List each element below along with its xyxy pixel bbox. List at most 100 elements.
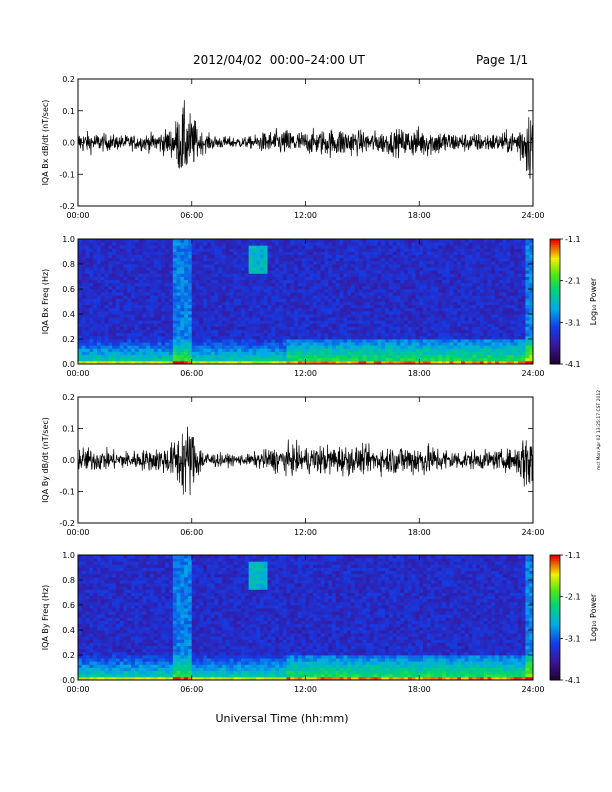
heatmap-cell xyxy=(479,292,485,296)
heatmap-cell xyxy=(115,342,121,346)
heatmap-cell xyxy=(479,251,485,256)
heatmap-cell xyxy=(449,310,454,315)
heatmap-cell xyxy=(506,254,511,259)
heatmap-cell xyxy=(472,301,477,306)
heatmap-cell xyxy=(248,292,253,296)
heatmap-cell xyxy=(468,264,473,268)
heatmap-cell xyxy=(332,251,337,256)
heatmap-cell xyxy=(138,317,143,321)
heatmap-cell xyxy=(525,248,530,252)
heatmap-cell xyxy=(146,354,151,359)
heatmap-cell xyxy=(263,332,268,337)
heatmap-cell xyxy=(248,260,253,265)
heatmap-cell xyxy=(521,354,526,359)
heatmap-cell xyxy=(460,351,466,356)
heatmap-cell xyxy=(506,307,511,312)
heatmap-cell xyxy=(165,332,170,337)
heatmap-cell xyxy=(472,345,477,349)
heatmap-cell xyxy=(89,320,94,324)
heatmap-cell xyxy=(491,257,496,262)
heatmap-cell xyxy=(161,323,166,327)
heatmap-cell xyxy=(252,251,257,256)
heatmap-cell xyxy=(483,329,488,334)
heatmap-cell xyxy=(407,292,413,296)
heatmap-cell xyxy=(263,276,268,281)
heatmap-cell xyxy=(199,301,204,306)
heatmap-cell xyxy=(400,267,405,271)
heatmap-cell xyxy=(206,248,212,252)
heatmap-cell xyxy=(244,329,250,334)
heatmap-cell xyxy=(445,329,450,334)
heatmap-cell xyxy=(529,332,534,337)
heatmap-cell xyxy=(180,292,185,296)
heatmap-cell xyxy=(214,279,219,284)
heatmap-cell xyxy=(472,317,477,321)
heatmap-cell xyxy=(96,304,102,309)
heatmap-cell xyxy=(502,310,507,315)
heatmap-cell xyxy=(521,360,526,365)
heatmap-cell xyxy=(248,317,253,321)
heatmap-cell xyxy=(460,357,466,362)
heatmap-cell xyxy=(517,301,523,306)
heatmap-cell xyxy=(206,276,212,281)
heatmap-cell xyxy=(123,239,128,243)
heatmap-cell xyxy=(161,342,166,346)
heatmap-cell xyxy=(373,260,378,265)
heatmap-cell xyxy=(294,314,299,318)
heatmap-cell xyxy=(252,245,257,249)
heatmap-cell xyxy=(176,317,181,321)
heatmap-cell xyxy=(343,354,348,359)
heatmap-cell xyxy=(517,292,523,296)
heatmap-cell xyxy=(184,317,189,321)
heatmap-cell xyxy=(150,257,155,262)
heatmap-cell xyxy=(184,335,189,340)
heatmap-cell xyxy=(354,285,359,290)
heatmap-cell xyxy=(510,345,515,349)
heatmap-cell xyxy=(457,357,462,362)
heatmap-cell xyxy=(464,351,469,356)
heatmap-cell xyxy=(100,282,105,287)
heatmap-cell xyxy=(203,260,208,265)
heatmap-cell xyxy=(483,339,488,343)
heatmap-cell xyxy=(506,295,511,299)
heatmap-cell xyxy=(165,342,170,346)
heatmap-cell xyxy=(256,320,261,324)
heatmap-cell xyxy=(297,304,303,309)
heatmap-cell xyxy=(210,345,215,349)
x-tick-label: 12:00 xyxy=(294,369,317,378)
heatmap-cell xyxy=(78,242,83,246)
heatmap-cell xyxy=(479,323,485,327)
heatmap-cell xyxy=(104,357,109,362)
heatmap-cell xyxy=(445,314,450,318)
heatmap-cell xyxy=(453,273,458,277)
heatmap-cell xyxy=(100,279,105,284)
heatmap-cell xyxy=(297,332,303,337)
heatmap-cell xyxy=(457,360,462,365)
heatmap-cell xyxy=(320,276,325,281)
heatmap-cell xyxy=(388,357,394,362)
heatmap-cell xyxy=(96,357,102,362)
heatmap-cell xyxy=(146,285,151,290)
heatmap-cell xyxy=(93,317,98,321)
heatmap-cell xyxy=(487,260,492,265)
heatmap-cell xyxy=(233,245,238,249)
heatmap-cell xyxy=(206,239,212,243)
heatmap-cell xyxy=(278,342,284,346)
heatmap-cell xyxy=(256,242,261,246)
heatmap-cell xyxy=(233,239,238,243)
heatmap-cell xyxy=(324,323,329,327)
heatmap-cell xyxy=(347,335,352,340)
heatmap-cell xyxy=(142,282,147,287)
heatmap-cell xyxy=(112,298,117,302)
colorbar-swatch xyxy=(550,328,560,332)
heatmap-cell xyxy=(400,273,405,277)
heatmap-cell xyxy=(104,360,109,365)
heatmap-cell xyxy=(222,332,227,337)
heatmap-cell xyxy=(305,360,310,365)
heatmap-cell xyxy=(244,323,250,327)
heatmap-cell xyxy=(161,242,166,246)
heatmap-cell xyxy=(487,248,492,252)
heatmap-cell xyxy=(502,345,507,349)
heatmap-cell xyxy=(297,257,303,262)
heatmap-cell xyxy=(119,298,124,302)
